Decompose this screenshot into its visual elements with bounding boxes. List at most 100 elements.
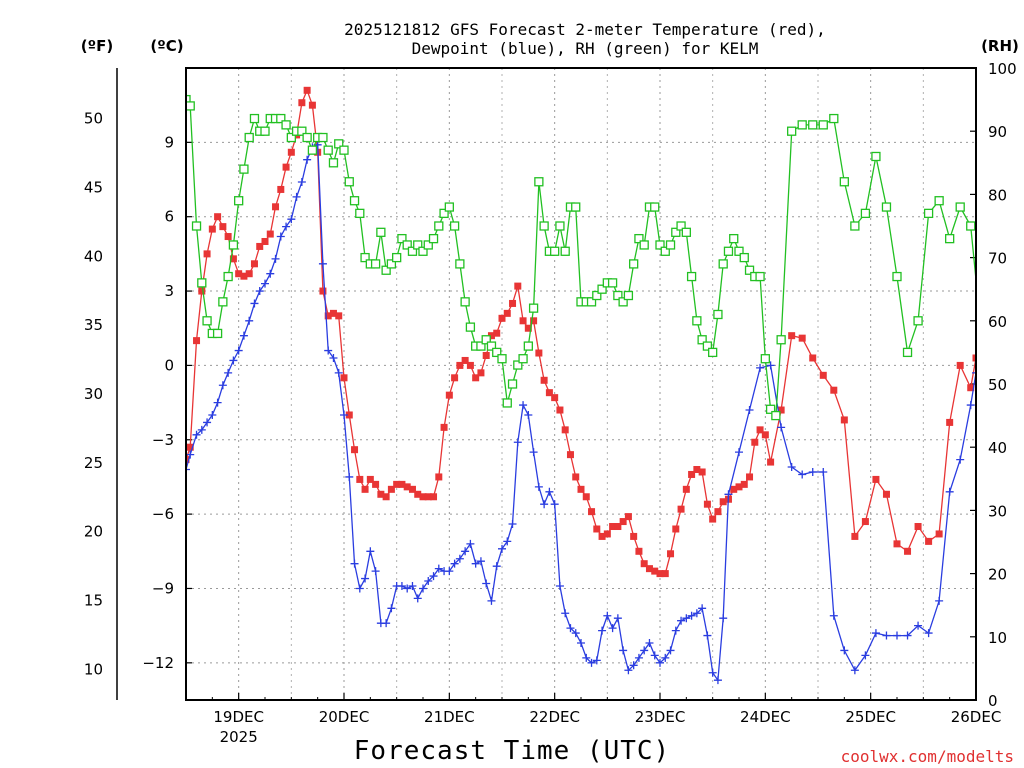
- chart-title-line-2: Dewpoint (blue), RH (green) for KELM: [412, 39, 759, 58]
- temperature-point: [487, 332, 495, 340]
- temperature-point: [598, 532, 606, 540]
- dewpoint-point: [203, 418, 212, 427]
- rh-tick-label: 40: [988, 439, 1007, 457]
- dewpoint-point: [403, 584, 412, 593]
- dewpoint-point: [498, 544, 506, 553]
- temperature-point: [498, 314, 506, 322]
- temperature-point: [245, 270, 253, 278]
- series-layer: [186, 86, 1017, 685]
- temperature-point: [640, 560, 648, 568]
- temperature-point: [466, 361, 474, 369]
- temperature-point: [619, 518, 627, 526]
- temperature-point: [356, 475, 364, 483]
- dewpoint-point: [719, 614, 728, 623]
- temperature-point: [203, 250, 211, 258]
- temperature-point: [893, 540, 901, 548]
- rh-point: [502, 398, 512, 408]
- temperature-point: [435, 473, 443, 481]
- temperature-point: [403, 483, 411, 491]
- rh-tick-label: 0: [988, 692, 998, 710]
- rh-point: [713, 309, 723, 320]
- rh-point: [676, 221, 686, 231]
- rh-point: [234, 196, 244, 206]
- rh-point: [355, 208, 365, 219]
- dewpoint-point: [871, 629, 880, 638]
- dewpoint-point: [234, 346, 243, 355]
- dewpoint-point: [471, 559, 480, 568]
- dewpoint-point: [787, 463, 796, 472]
- dewpoint-point: [698, 604, 707, 613]
- rh-point: [486, 341, 497, 351]
- rh-point: [860, 208, 871, 219]
- rh-point: [623, 290, 634, 301]
- fahrenheit-tick-label: 20: [84, 523, 103, 541]
- temperature-point: [382, 493, 390, 501]
- temperature-point: [219, 223, 227, 231]
- credit-link[interactable]: coolwx.com/modelts: [841, 747, 1014, 766]
- dewpoint-point: [666, 646, 675, 655]
- temperature-point: [645, 565, 653, 573]
- rh-point: [386, 259, 397, 269]
- dewpoint-point: [397, 581, 406, 590]
- rh-point: [297, 126, 307, 136]
- rh-point: [186, 94, 191, 105]
- temperature-point: [298, 99, 306, 107]
- temperature-point: [972, 354, 976, 362]
- temperature-point: [682, 485, 690, 493]
- temperature-point: [761, 431, 769, 439]
- rh-point: [286, 132, 296, 143]
- dewpoint-point: [361, 574, 370, 583]
- rh-point: [428, 233, 439, 244]
- rh-tick-label: 100: [988, 60, 1017, 78]
- rh-point: [629, 259, 639, 269]
- dewpoint-point: [213, 398, 222, 407]
- temperature-point: [224, 233, 232, 241]
- temperature-point: [282, 163, 290, 171]
- temperature-point: [788, 332, 796, 340]
- temperature-point: [572, 473, 580, 481]
- celsius-tick-label: 6: [164, 208, 174, 226]
- temperature-point: [408, 485, 416, 493]
- dewpoint-point: [724, 490, 733, 499]
- rh-point: [376, 227, 386, 237]
- rh-point: [302, 132, 312, 143]
- dewpoint-point: [914, 621, 923, 630]
- rh-point: [755, 271, 765, 282]
- rh-tick-label: 20: [988, 566, 1007, 584]
- time-axis: 19DEC 2025 20DEC 21DEC 22DEC 23DEC 24DEC 25DEC 2…: [211, 693, 1001, 746]
- rh-point: [1009, 102, 1017, 110]
- chart-title-line-1: 2025121812 GFS Forecast 2-meter Temperat…: [344, 20, 826, 39]
- temperature-point: [872, 475, 880, 483]
- temperature-point: [956, 361, 964, 369]
- temperature-point: [377, 490, 385, 498]
- rh-point: [923, 208, 934, 219]
- dewpoint-point: [577, 638, 585, 647]
- temperature-point: [577, 485, 585, 493]
- rh-point: [197, 278, 207, 288]
- rh-point: [708, 347, 718, 358]
- dewpoint-point: [766, 361, 775, 370]
- dewpoint-point: [239, 331, 248, 340]
- rh-point: [507, 379, 518, 389]
- dewpoint-point: [519, 401, 528, 410]
- dewpoint-point: [434, 564, 443, 573]
- dewpoint-point: [640, 646, 649, 655]
- rh-point: [555, 221, 565, 231]
- temperature-point: [582, 493, 590, 501]
- temperature-point: [345, 411, 353, 419]
- temperature-point: [904, 547, 912, 555]
- rh-point: [613, 290, 623, 301]
- dewpoint-point: [371, 567, 380, 576]
- dewpoint-point: [482, 579, 491, 588]
- rh-point: [776, 335, 786, 345]
- rh-point: [734, 246, 744, 256]
- rh-point: [607, 278, 618, 288]
- temperature-point: [308, 101, 316, 109]
- dewpoint-point: [534, 482, 543, 491]
- temperature-point: [556, 406, 564, 414]
- dewpoint-point: [645, 638, 654, 647]
- temperature-point: [351, 446, 359, 454]
- rh-tick-label: 60: [988, 313, 1007, 331]
- rh-point: [723, 246, 734, 256]
- dewpoint-point: [850, 666, 859, 675]
